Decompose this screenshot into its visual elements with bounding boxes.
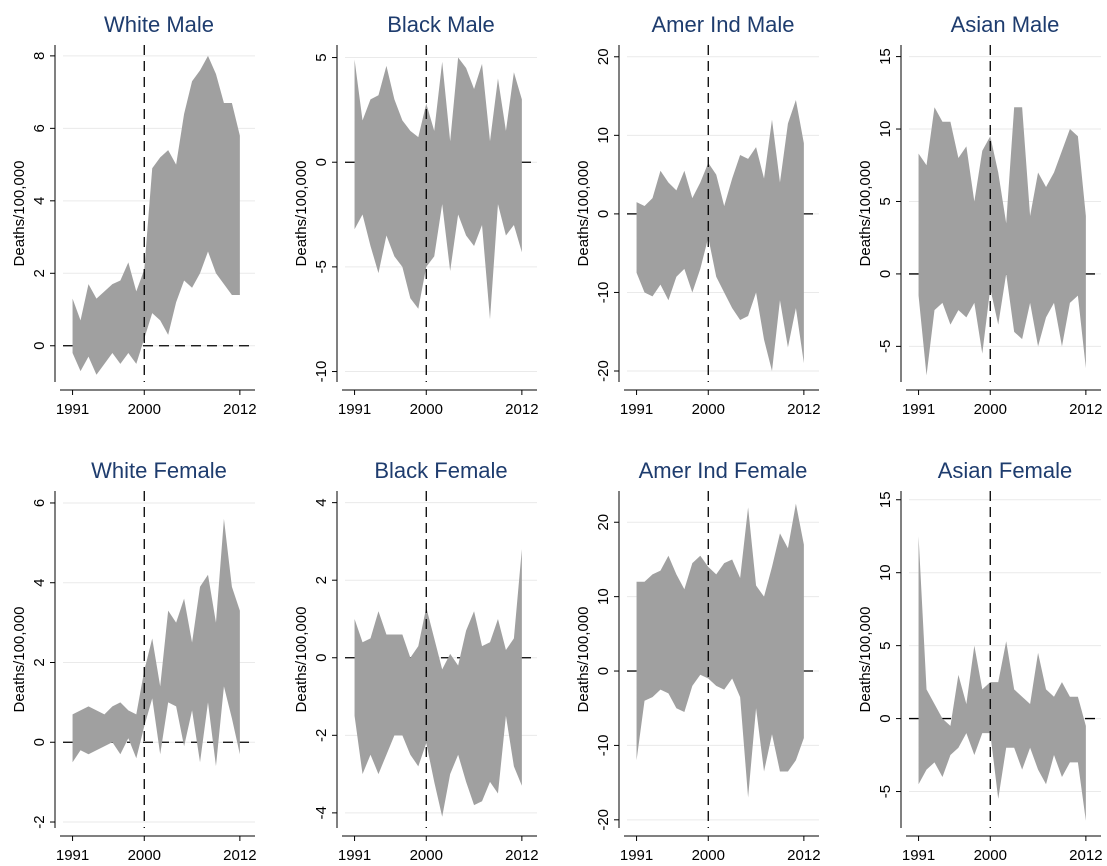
y-tick-label: 10 (877, 564, 894, 581)
y-tick-label: 0 (31, 738, 48, 746)
y-tick-label: 4 (31, 579, 48, 587)
y-tick-label: -5 (877, 785, 894, 798)
x-tick-label: 2000 (692, 847, 725, 864)
y-tick-label: 20 (595, 48, 612, 65)
x-tick-label: 2012 (223, 401, 256, 418)
y-tick-label: -10 (313, 361, 330, 383)
panel-title: Amer Ind Female (639, 458, 808, 483)
y-tick-label: 15 (877, 48, 894, 65)
confidence-band (72, 55, 240, 375)
confidence-band (354, 549, 522, 817)
y-tick-label: 0 (877, 270, 894, 278)
panel-title: Asian Male (951, 12, 1060, 37)
y-tick-label: -2 (313, 729, 330, 742)
x-tick-label: 1991 (620, 401, 653, 418)
y-tick-label: -5 (313, 260, 330, 273)
x-tick-label: 2000 (974, 847, 1007, 864)
x-tick-label: 1991 (620, 847, 653, 864)
x-tick-label: 2000 (128, 401, 161, 418)
y-axis-label: Deaths/100,000 (11, 161, 28, 267)
x-tick-label: 1991 (902, 401, 935, 418)
x-tick-label: 2012 (787, 847, 820, 864)
y-tick-label: 8 (31, 52, 48, 60)
y-axis-label: Deaths/100,000 (293, 161, 310, 267)
y-tick-label: 0 (877, 714, 894, 722)
confidence-band (918, 107, 1086, 376)
panel-title: White Male (104, 12, 214, 37)
y-tick-label: 4 (31, 197, 48, 205)
y-axis-label: Deaths/100,000 (857, 161, 874, 267)
y-axis-label: Deaths/100,000 (11, 607, 28, 713)
y-tick-label: 20 (595, 514, 612, 531)
x-tick-label: 1991 (902, 847, 935, 864)
y-tick-label: -5 (877, 340, 894, 353)
confidence-band (354, 57, 522, 320)
y-tick-label: 0 (595, 210, 612, 218)
y-tick-label: 6 (31, 124, 48, 132)
x-tick-label: 2000 (128, 847, 161, 864)
x-tick-label: 2012 (223, 847, 256, 864)
y-tick-label: 0 (313, 158, 330, 166)
y-tick-label: -2 (31, 815, 48, 828)
y-tick-label: -20 (595, 360, 612, 382)
x-tick-label: 2012 (1069, 847, 1102, 864)
confidence-band (636, 503, 804, 798)
y-tick-label: 0 (31, 342, 48, 350)
panel-title: Black Male (387, 12, 495, 37)
panel-title: Asian Female (938, 458, 1073, 483)
y-axis-label: Deaths/100,000 (575, 161, 592, 267)
x-tick-label: 2012 (505, 847, 538, 864)
y-tick-label: 10 (595, 588, 612, 605)
y-tick-label: 6 (31, 499, 48, 507)
confidence-band (636, 99, 804, 372)
x-tick-label: 1991 (56, 401, 89, 418)
y-tick-label: 15 (877, 491, 894, 508)
panel-title: Black Female (374, 458, 507, 483)
y-tick-label: 2 (31, 269, 48, 277)
confidence-band (72, 518, 240, 767)
y-tick-label: -4 (313, 806, 330, 819)
x-tick-label: 2000 (974, 401, 1007, 418)
x-tick-label: 1991 (338, 401, 371, 418)
y-tick-label: 5 (313, 53, 330, 61)
y-tick-label: 0 (595, 667, 612, 675)
panel-title: White Female (91, 458, 227, 483)
y-tick-label: -20 (595, 809, 612, 831)
y-tick-label: 5 (877, 197, 894, 205)
y-tick-label: -10 (595, 735, 612, 757)
confidence-band (918, 536, 1086, 821)
x-tick-label: 2012 (1069, 401, 1102, 418)
x-tick-label: 2012 (505, 401, 538, 418)
y-tick-label: 2 (31, 658, 48, 666)
y-tick-label: 10 (877, 121, 894, 138)
y-tick-label: 0 (313, 654, 330, 662)
y-tick-label: 10 (595, 127, 612, 144)
x-tick-label: 2012 (787, 401, 820, 418)
panel-title: Amer Ind Male (651, 12, 794, 37)
x-tick-label: 2000 (692, 401, 725, 418)
x-tick-label: 1991 (338, 847, 371, 864)
y-tick-label: 4 (313, 498, 330, 506)
y-axis-label: Deaths/100,000 (575, 607, 592, 713)
y-axis-label: Deaths/100,000 (293, 607, 310, 713)
x-tick-label: 2000 (410, 401, 443, 418)
y-tick-label: -10 (595, 282, 612, 304)
x-tick-label: 2000 (410, 847, 443, 864)
y-tick-label: 5 (877, 641, 894, 649)
y-tick-label: 2 (313, 576, 330, 584)
y-axis-label: Deaths/100,000 (857, 607, 874, 713)
x-tick-label: 1991 (56, 847, 89, 864)
